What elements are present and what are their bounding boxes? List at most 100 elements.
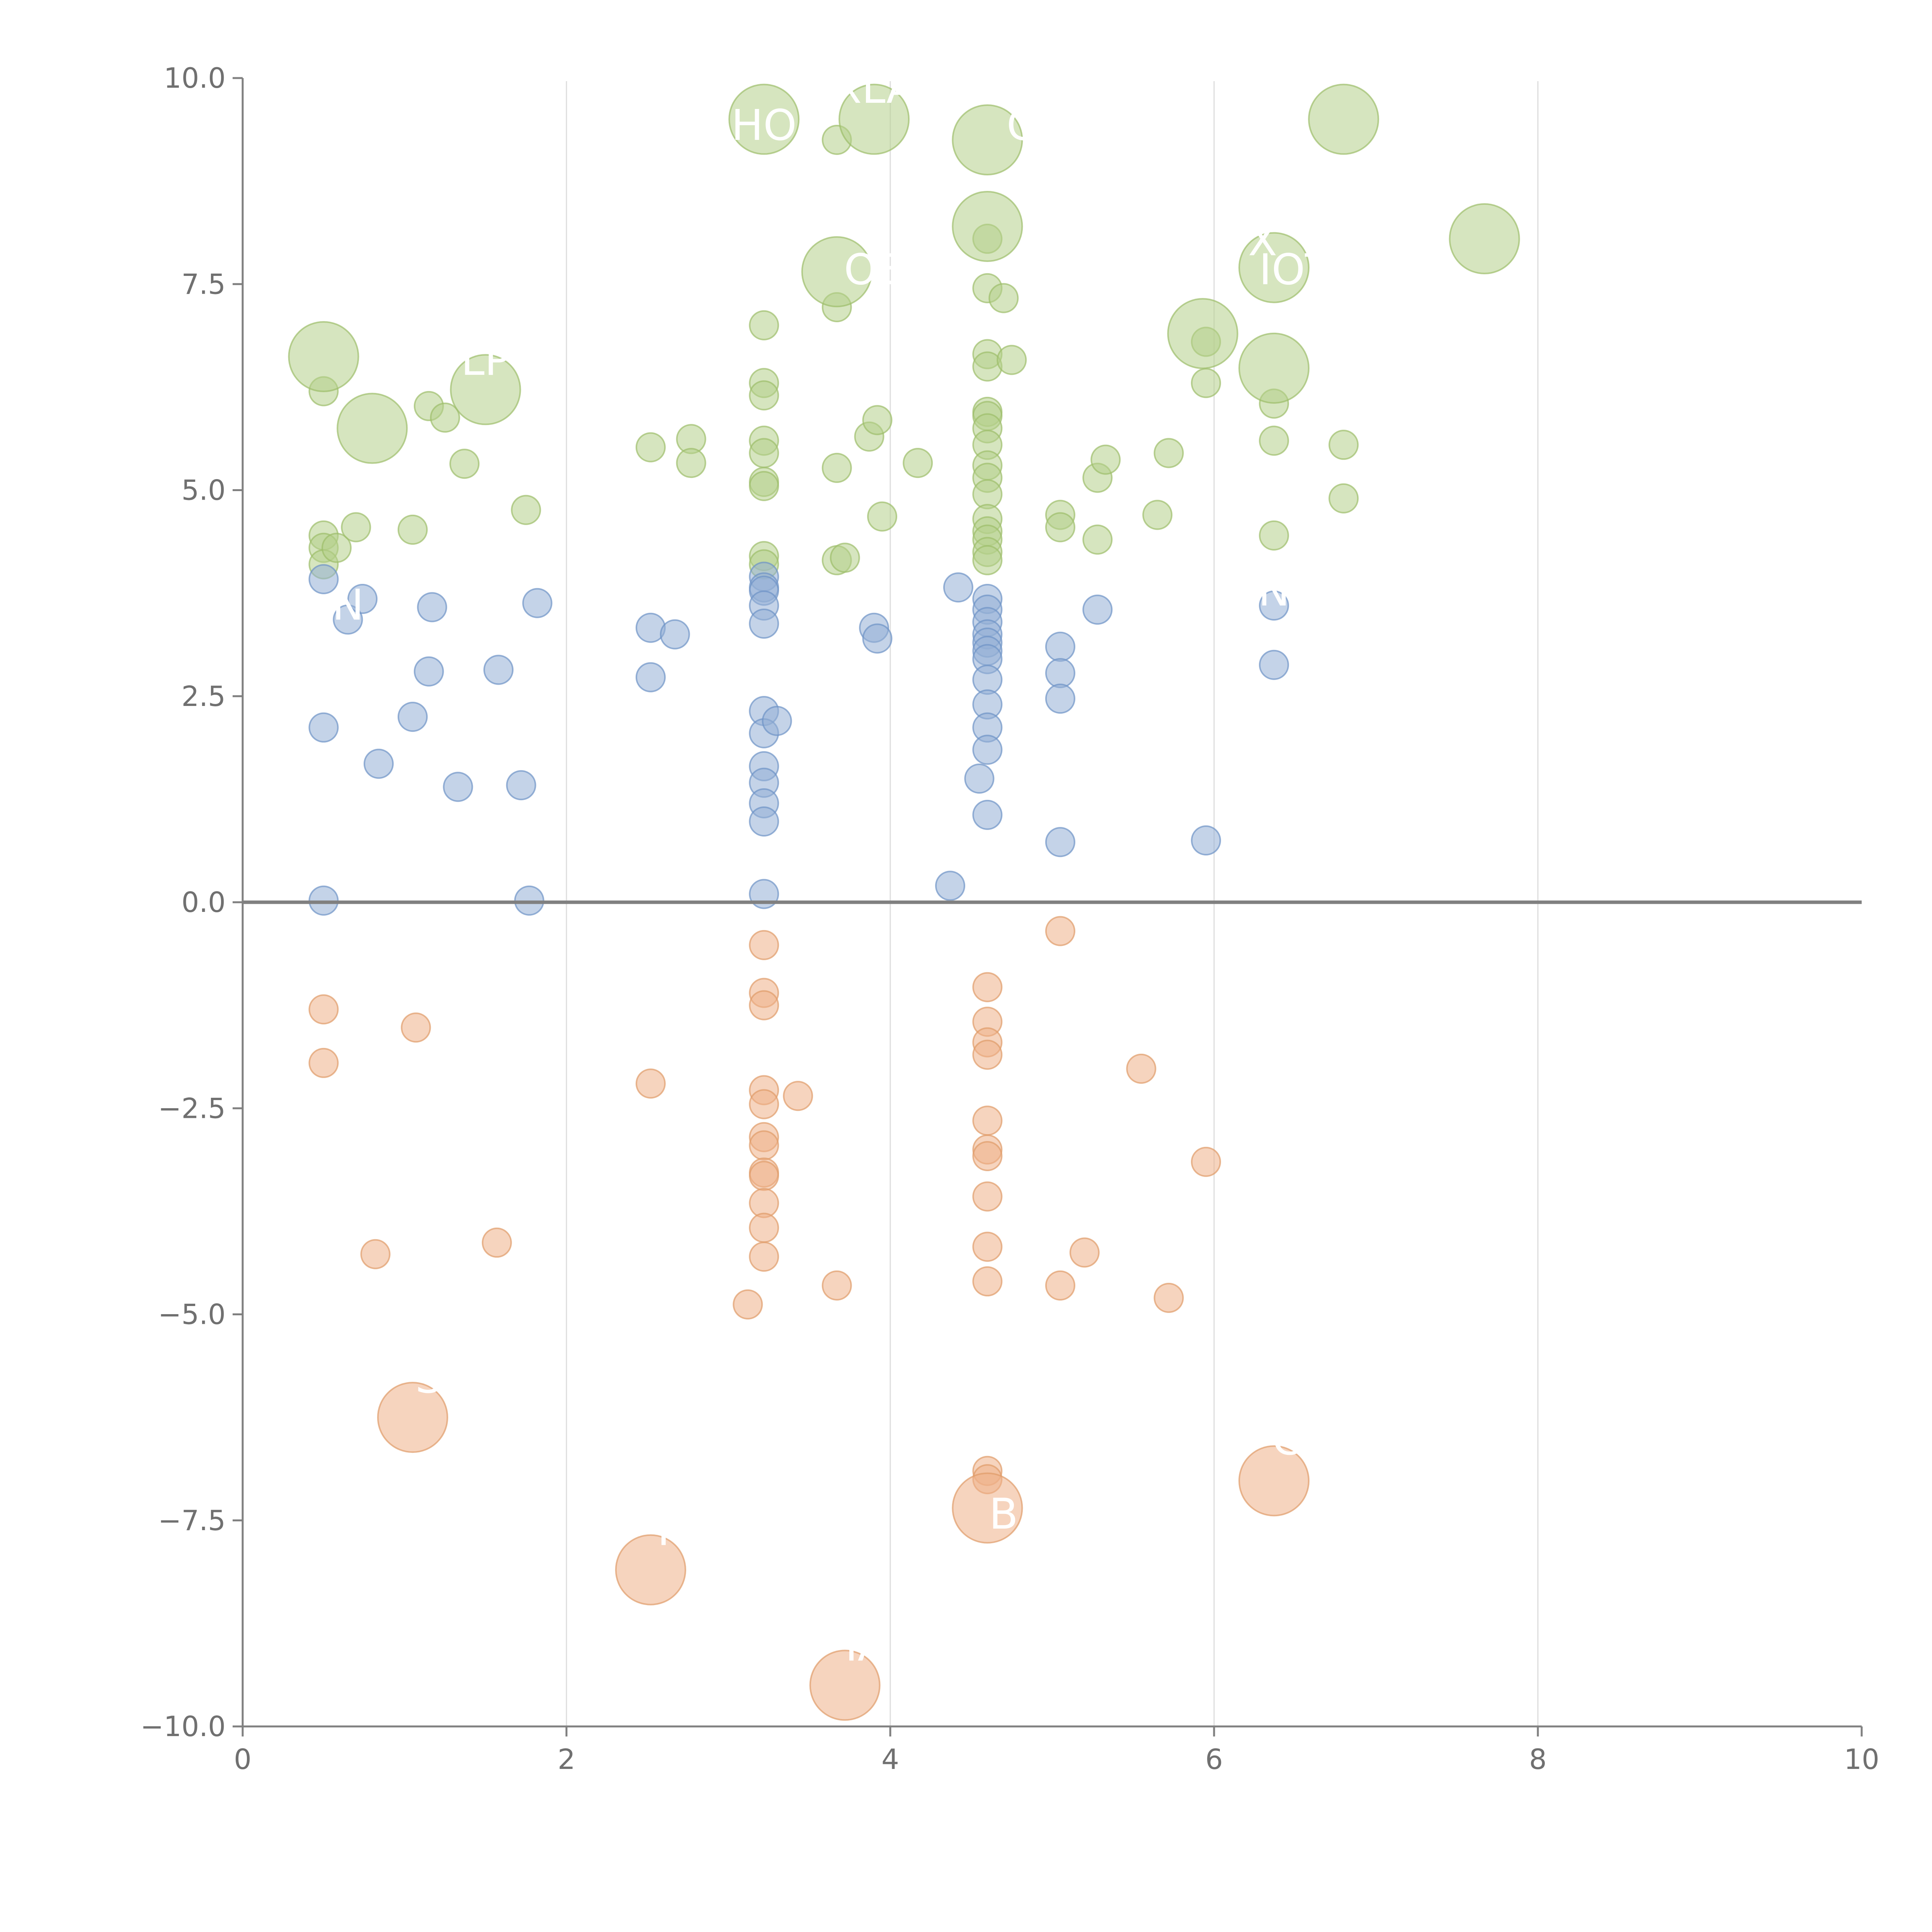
- blue-bubble-blue-47: [1045, 631, 1075, 662]
- orange-bubble-orange-28: [972, 1181, 1003, 1212]
- green-bubble-green_large-6: [952, 104, 1023, 175]
- blue-bubble-blue-4: [347, 584, 378, 614]
- green-bubble-green-60: [1259, 425, 1289, 456]
- orange-bubble-orange_large-0: [377, 1382, 448, 1453]
- green-bubble-green-63: [1328, 483, 1359, 514]
- x-tick-label-2: 4: [881, 1743, 899, 1776]
- blue-bubble-blue-16: [660, 619, 690, 650]
- blue-bubble-blue-54: [1259, 650, 1289, 680]
- green-bubble-green-11: [635, 432, 666, 463]
- blue-bubble-blue-1: [308, 712, 339, 743]
- orange-bubble-orange_large-3: [952, 1472, 1023, 1544]
- y-tick-label-4: 0.0: [181, 886, 226, 918]
- green-bubble-green_large-5: [838, 83, 910, 155]
- orange-bubble-orange-9: [749, 990, 779, 1020]
- green-bubble-green_large-10: [1238, 332, 1310, 404]
- green-bubble-green-13: [676, 448, 706, 478]
- green-bubble-green-61: [1259, 520, 1289, 551]
- bubble-annotation-6: X: [1248, 216, 1277, 265]
- blue-bubble-blue-3: [333, 604, 363, 635]
- green-bubble-green-47: [972, 545, 1003, 575]
- orange-bubble-orange-11: [749, 1089, 779, 1119]
- blue-bubble-blue-33: [943, 572, 973, 603]
- orange-bubble-orange_large-2: [809, 1650, 881, 1721]
- green-bubble-green_large-4: [801, 236, 872, 308]
- orange-bubble-orange-34: [1045, 1270, 1075, 1301]
- blue-bubble-blue-53: [1259, 590, 1289, 621]
- bubble-annotation-2: HO: [731, 100, 797, 150]
- blue-bubble-blue-9: [443, 772, 473, 802]
- orange-bubble-orange-13: [749, 1130, 779, 1161]
- orange-bubble-orange-18: [749, 1242, 779, 1272]
- orange-bubble-orange-2: [360, 1239, 391, 1269]
- bubble-annotation-8: N: [1258, 566, 1290, 616]
- y-tick-label-5: 2.5: [181, 680, 226, 713]
- x-tick-label-0: 0: [234, 1743, 252, 1776]
- orange-bubble-orange-5: [635, 1068, 666, 1099]
- orange-bubble-orange-15: [749, 1161, 779, 1191]
- blue-bubble-blue-10: [483, 655, 514, 685]
- blue-bubble-blue-0: [308, 564, 339, 594]
- bubble-annotation-5: OE: [844, 245, 904, 294]
- blue-bubble-blue-46: [972, 799, 1003, 830]
- y-tick-label-3: −2.5: [158, 1092, 226, 1124]
- bubble-annotation-13: IA: [845, 1621, 887, 1670]
- axis-layer: −10.0 −7.5 −5.0 −2.5 0.0 2.5 5.0 7.5 10.0 0 2 4 6 8 10: [140, 62, 1879, 1776]
- orange-bubble-orange-24: [972, 1039, 1003, 1070]
- green-bubble-green-10: [511, 495, 541, 525]
- bubble-layer: [288, 83, 1520, 1721]
- bubble-annotation-0: N: [332, 580, 364, 629]
- bubble-annotation-7: IOT: [1259, 245, 1331, 294]
- green-bubble-green-9: [449, 449, 480, 479]
- blue-bubble-blue-15: [635, 662, 666, 692]
- x-tick-label-5: 10: [1844, 1743, 1879, 1776]
- green-bubble-green-27: [830, 543, 860, 573]
- orange-bubble-orange-7: [749, 930, 779, 960]
- green-bubble-green-29: [862, 405, 893, 435]
- blue-bubble-blue-13: [522, 588, 553, 618]
- orange-bubble-orange-33: [1045, 916, 1075, 946]
- blue-bubble-blue-52: [1191, 825, 1221, 856]
- green-bubble-green-31: [903, 448, 933, 478]
- blue-bubble-blue-6: [397, 702, 428, 732]
- orange-bubble-orange-6: [733, 1289, 763, 1320]
- green-bubble-green-55: [1142, 500, 1173, 530]
- blue-bubble-blue-28: [749, 879, 779, 909]
- orange-bubble-orange-0: [308, 994, 339, 1025]
- orange-bubble-orange-35: [1069, 1237, 1100, 1268]
- orange-bubble-orange-25: [972, 1105, 1003, 1136]
- orange-bubble-orange-19: [783, 1081, 813, 1111]
- green-bubble-green-62: [1328, 430, 1359, 460]
- bubble-annotation-3: XLA: [833, 63, 915, 113]
- orange-bubble-orange-30: [972, 1266, 1003, 1297]
- blue-bubble-blue-27: [749, 806, 779, 837]
- y-tick-label-7: 7.5: [181, 268, 226, 300]
- green-bubble-green-25: [821, 452, 852, 483]
- blue-bubble-blue-21: [749, 609, 779, 639]
- blue-bubble-blue-32: [935, 871, 966, 901]
- bubble-annotation-11: B: [989, 1489, 1018, 1539]
- green-bubble-green_large-1: [337, 393, 408, 464]
- blue-bubble-blue-48: [1045, 658, 1075, 689]
- green-bubble-green-54: [1090, 444, 1121, 475]
- green-bubble-green-30: [867, 501, 898, 532]
- blue-bubble-blue-5: [363, 748, 394, 779]
- green-bubble-green_large-7: [952, 190, 1023, 262]
- orange-bubble-orange_large-4: [1238, 1445, 1310, 1517]
- green-bubble-green-4: [321, 532, 352, 563]
- green-bubble-green_large-3: [728, 83, 800, 155]
- green-bubble-green-49: [997, 345, 1027, 375]
- y-tick-label-6: 5.0: [181, 474, 226, 507]
- green-bubble-green-6: [397, 514, 428, 545]
- bubble-annotation-4: G: [1007, 100, 1039, 150]
- orange-bubble-orange-20: [821, 1270, 852, 1301]
- orange-bubble-orange-1: [308, 1048, 339, 1078]
- green-bubble-green_large-9: [1238, 232, 1310, 303]
- bubble-annotation-9: S: [415, 1353, 442, 1403]
- green-bubble-green_large-2: [450, 354, 521, 425]
- y-tick-label-2: −5.0: [158, 1298, 226, 1331]
- green-bubble-green-51: [1045, 512, 1075, 543]
- green-bubble-green-53: [1082, 524, 1113, 555]
